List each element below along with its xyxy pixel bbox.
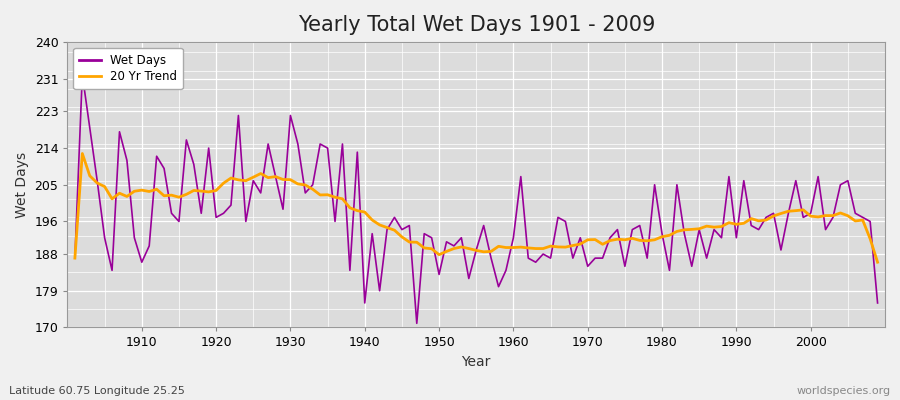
Wet Days <box>411 321 422 326</box>
Wet Days <box>76 72 87 77</box>
Wet Days <box>612 227 623 232</box>
20 Yr Trend <box>137 188 148 192</box>
20 Yr Trend <box>300 182 310 187</box>
Wet Days <box>137 260 148 265</box>
Text: Latitude 60.75 Longitude 25.25: Latitude 60.75 Longitude 25.25 <box>9 386 184 396</box>
20 Yr Trend <box>872 260 883 265</box>
20 Yr Trend <box>516 245 526 250</box>
20 Yr Trend <box>605 238 616 243</box>
X-axis label: Year: Year <box>462 355 490 369</box>
Wet Days <box>523 256 534 260</box>
20 Yr Trend <box>508 245 518 250</box>
Text: worldspecies.org: worldspecies.org <box>796 386 891 396</box>
Wet Days <box>872 300 883 305</box>
20 Yr Trend <box>345 205 356 210</box>
Legend: Wet Days, 20 Yr Trend: Wet Days, 20 Yr Trend <box>74 48 183 89</box>
Line: 20 Yr Trend: 20 Yr Trend <box>75 154 878 262</box>
Wet Days <box>345 268 356 273</box>
Y-axis label: Wet Days: Wet Days <box>15 152 29 218</box>
20 Yr Trend <box>76 151 87 156</box>
Title: Yearly Total Wet Days 1901 - 2009: Yearly Total Wet Days 1901 - 2009 <box>298 15 655 35</box>
20 Yr Trend <box>69 256 80 260</box>
Wet Days <box>69 256 80 260</box>
Wet Days <box>300 190 310 195</box>
Wet Days <box>516 174 526 179</box>
Line: Wet Days: Wet Days <box>75 75 878 323</box>
